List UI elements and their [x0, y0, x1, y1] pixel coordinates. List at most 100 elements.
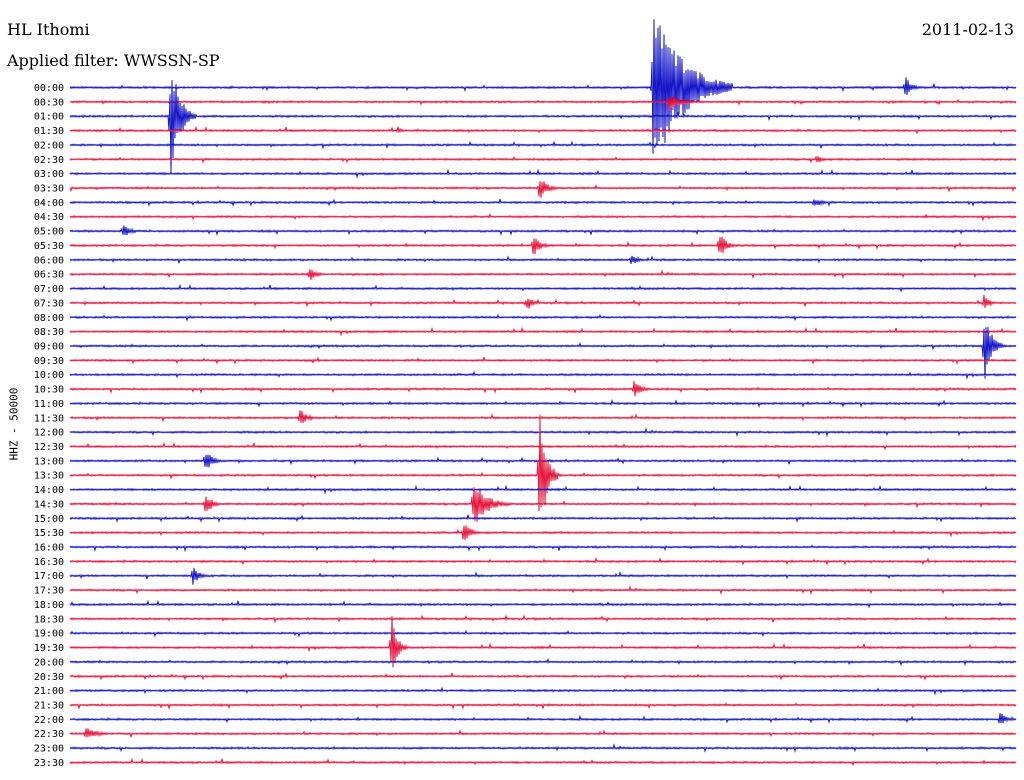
row-time-label: 15:30 — [34, 528, 64, 539]
row-time-label: 11:30 — [34, 413, 64, 424]
row-time-label: 07:30 — [34, 298, 64, 309]
row-time-label: 07:00 — [34, 284, 64, 295]
trace-line — [69, 155, 1017, 164]
row-time-label: 02:00 — [34, 140, 64, 151]
row-time-label: 17:30 — [34, 586, 64, 597]
filter-label: Applied filter: WWSSN-SP — [7, 51, 220, 70]
row-time-label: 05:00 — [34, 227, 64, 238]
trace-line — [69, 657, 1017, 667]
row-time-label: 04:30 — [34, 212, 64, 223]
trace-line — [69, 484, 1017, 495]
row-time-label: 01:00 — [34, 112, 64, 123]
trace-line — [69, 544, 1017, 553]
trace-line — [69, 629, 1017, 638]
station-title: HL Ithomi — [7, 20, 90, 39]
row-time-label: 13:00 — [34, 456, 64, 467]
row-time-label: 14:30 — [34, 499, 64, 510]
trace-line — [69, 414, 1017, 512]
row-time-label: 18:30 — [34, 614, 64, 625]
trace-line — [69, 427, 1017, 438]
row-time-label: 18:00 — [34, 600, 64, 611]
trace-line — [69, 326, 1017, 379]
row-time-label: 03:30 — [34, 184, 64, 195]
trace-line — [69, 514, 1017, 523]
row-time-label: 10:30 — [34, 385, 64, 396]
trace-line — [69, 80, 1017, 175]
row-time-label: 21:00 — [34, 686, 64, 697]
trace-line — [69, 370, 1017, 380]
row-time-label: 13:30 — [34, 471, 64, 482]
trace-line — [69, 236, 1017, 255]
trace-line — [69, 313, 1017, 322]
trace-line — [69, 19, 1017, 154]
row-time-label: 09:30 — [34, 356, 64, 367]
date-label: 2011-02-13 — [921, 20, 1014, 39]
trace-line — [69, 125, 1017, 135]
row-time-label: 11:00 — [34, 399, 64, 410]
row-time-label: 20:00 — [34, 657, 64, 668]
trace-line — [69, 95, 1017, 112]
trace-line — [69, 326, 1017, 337]
row-time-label: 22:00 — [34, 715, 64, 726]
row-time-label: 23:30 — [34, 758, 64, 769]
row-time-label: 19:00 — [34, 629, 64, 640]
tick-label-group: 00:00 00:30 01:00 01:30 02:00 02:30 03:00 03:30… — [34, 83, 64, 769]
trace-line — [69, 356, 1017, 365]
row-time-label: 15:00 — [34, 514, 64, 525]
trace-line — [69, 614, 1017, 624]
row-time-label: 04:00 — [34, 198, 64, 209]
trace-line — [69, 198, 1017, 208]
trace-line — [69, 599, 1017, 609]
row-time-label: 00:30 — [34, 97, 64, 108]
trace-line — [69, 702, 1017, 711]
row-time-label: 02:30 — [34, 155, 64, 166]
row-time-label: 19:30 — [34, 643, 64, 654]
trace-line — [69, 181, 1017, 198]
row-time-label: 08:30 — [34, 327, 64, 338]
row-time-label: 08:00 — [34, 313, 64, 324]
trace-line — [69, 381, 1017, 397]
row-time-label: 17:00 — [34, 571, 64, 582]
trace-line — [69, 283, 1017, 293]
row-time-label: 16:00 — [34, 543, 64, 554]
row-time-label: 22:30 — [34, 729, 64, 740]
trace-line — [69, 728, 1017, 738]
trace-line — [69, 140, 1017, 150]
trace-line — [69, 454, 1017, 468]
trace-line — [69, 567, 1017, 585]
row-time-label: 09:00 — [34, 341, 64, 352]
trace-line — [69, 269, 1017, 280]
row-time-label: 16:30 — [34, 557, 64, 568]
row-time-label: 23:00 — [34, 744, 64, 755]
trace-line — [69, 525, 1017, 541]
trace-line — [69, 398, 1017, 408]
trace-line — [69, 672, 1017, 681]
row-time-label: 10:00 — [34, 370, 64, 381]
row-time-label: 06:00 — [34, 255, 64, 266]
row-time-label: 12:30 — [34, 442, 64, 453]
trace-line — [69, 743, 1017, 754]
trace-line — [69, 441, 1017, 451]
trace-line — [69, 294, 1017, 309]
trace-line — [69, 556, 1017, 566]
trace-line — [69, 757, 1017, 767]
trace-line — [69, 615, 1017, 668]
trace-line — [69, 713, 1017, 724]
row-time-label: 12:00 — [34, 428, 64, 439]
row-time-label: 03:00 — [34, 169, 64, 180]
row-time-label: 00:00 — [34, 83, 64, 94]
trace-line — [69, 487, 1017, 522]
row-time-label: 05:30 — [34, 241, 64, 252]
trace-line — [69, 212, 1017, 222]
trace-group — [69, 19, 1017, 767]
row-time-label: 20:30 — [34, 672, 64, 683]
trace-line — [69, 168, 1017, 179]
row-time-label: 21:30 — [34, 700, 64, 711]
row-time-label: 14:00 — [34, 485, 64, 496]
trace-line — [69, 686, 1017, 696]
trace-line — [69, 225, 1017, 237]
trace-line — [69, 585, 1017, 596]
row-time-label: 01:30 — [34, 126, 64, 137]
row-time-label: 06:30 — [34, 270, 64, 281]
